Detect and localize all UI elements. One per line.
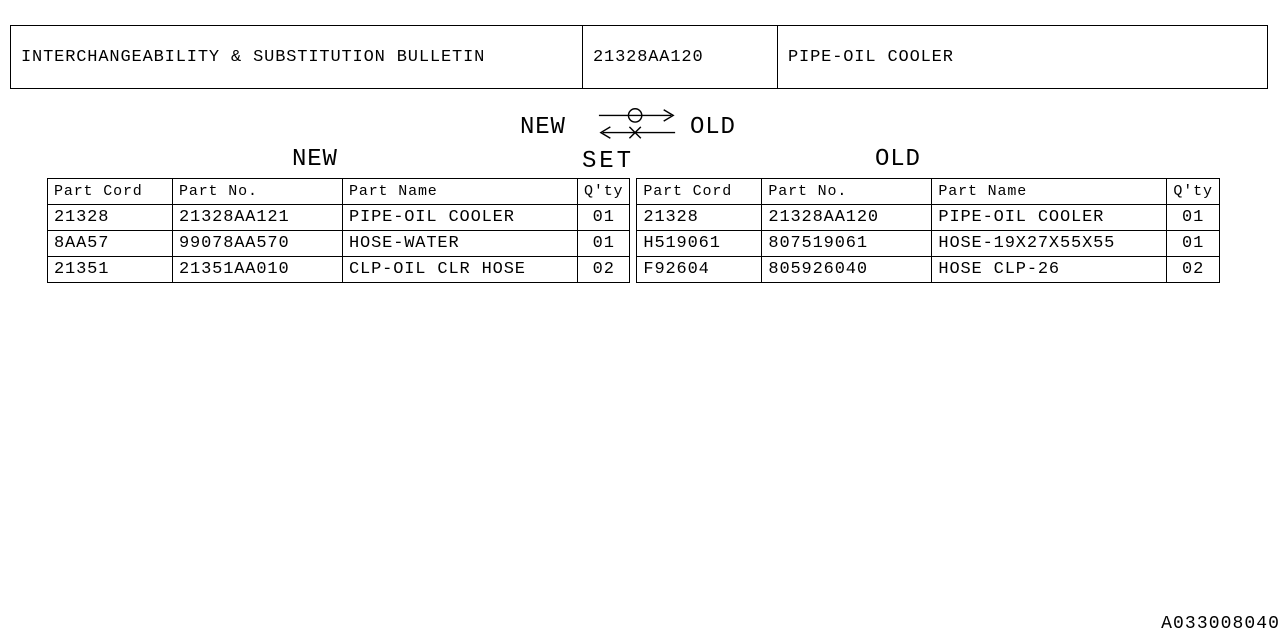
cell-name: HOSE-WATER <box>343 231 578 257</box>
cell-no: 807519061 <box>762 231 932 257</box>
new-label-big: NEW <box>520 114 566 141</box>
table-header-row: Part Cord Part No. Part Name Q'ty <box>48 179 630 205</box>
title-bar: INTERCHANGEABILITY & SUBSTITUTION BULLET… <box>10 25 1268 89</box>
col-no: Part No. <box>762 179 932 205</box>
cell-cord: H519061 <box>637 231 762 257</box>
old-table: Part Cord Part No. Part Name Q'ty 21328 … <box>636 178 1219 283</box>
drawing-id: A033008040 <box>1161 614 1280 634</box>
table-row: 8AA57 99078AA570 HOSE-WATER 01 <box>48 231 630 257</box>
col-cord: Part Cord <box>637 179 762 205</box>
cell-qty: 01 <box>1167 205 1219 231</box>
cell-name: HOSE CLP-26 <box>932 257 1167 283</box>
table-row: 21328 21328AA120 PIPE-OIL COOLER 01 <box>637 205 1219 231</box>
cell-qty: 02 <box>578 257 630 283</box>
cell-qty: 02 <box>1167 257 1219 283</box>
set-label: SET <box>582 148 634 175</box>
table-header-row: Part Cord Part No. Part Name Q'ty <box>637 179 1219 205</box>
table-row: F92604 805926040 HOSE CLP-26 02 <box>637 257 1219 283</box>
new-column-label: NEW <box>292 146 338 173</box>
cell-no: 21351AA010 <box>173 257 343 283</box>
cell-name: PIPE-OIL COOLER <box>932 205 1167 231</box>
cell-cord: 21328 <box>48 205 173 231</box>
cell-no: 99078AA570 <box>173 231 343 257</box>
table-row: H519061 807519061 HOSE-19X27X55X55 01 <box>637 231 1219 257</box>
tables-wrap: Part Cord Part No. Part Name Q'ty 21328 … <box>47 178 1233 283</box>
title-label: INTERCHANGEABILITY & SUBSTITUTION BULLET… <box>11 26 583 88</box>
table-row: 21351 21351AA010 CLP-OIL CLR HOSE 02 <box>48 257 630 283</box>
cell-name: PIPE-OIL COOLER <box>343 205 578 231</box>
cell-qty: 01 <box>578 231 630 257</box>
old-column-label: OLD <box>875 146 921 173</box>
cell-cord: 21351 <box>48 257 173 283</box>
diagram-page: INTERCHANGEABILITY & SUBSTITUTION BULLET… <box>0 0 1280 640</box>
col-no: Part No. <box>173 179 343 205</box>
cell-no: 21328AA120 <box>762 205 932 231</box>
cell-name: HOSE-19X27X55X55 <box>932 231 1167 257</box>
interchange-icon <box>595 104 680 144</box>
col-qty: Q'ty <box>1167 179 1219 205</box>
cell-cord: 21328 <box>637 205 762 231</box>
title-part-no: 21328AA120 <box>583 26 778 88</box>
col-name: Part Name <box>343 179 578 205</box>
cell-qty: 01 <box>1167 231 1219 257</box>
col-qty: Q'ty <box>578 179 630 205</box>
col-name: Part Name <box>932 179 1167 205</box>
table-row: 21328 21328AA121 PIPE-OIL COOLER 01 <box>48 205 630 231</box>
cell-qty: 01 <box>578 205 630 231</box>
set-header: NEW OLD SET NEW OLD <box>0 100 1280 172</box>
cell-no: 21328AA121 <box>173 205 343 231</box>
cell-name: CLP-OIL CLR HOSE <box>343 257 578 283</box>
col-cord: Part Cord <box>48 179 173 205</box>
new-table: Part Cord Part No. Part Name Q'ty 21328 … <box>47 178 630 283</box>
title-part-name: PIPE-OIL COOLER <box>778 26 1267 88</box>
old-label-big: OLD <box>690 114 736 141</box>
cell-no: 805926040 <box>762 257 932 283</box>
cell-cord: F92604 <box>637 257 762 283</box>
cell-cord: 8AA57 <box>48 231 173 257</box>
